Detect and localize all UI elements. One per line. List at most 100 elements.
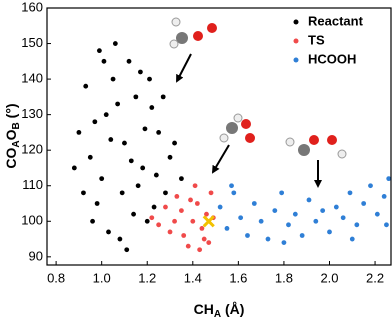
point xyxy=(81,190,86,196)
y-tick-label: 90 xyxy=(29,248,43,263)
point xyxy=(208,190,214,196)
point xyxy=(106,229,111,235)
point xyxy=(149,105,155,110)
x-tick-label: 2.0 xyxy=(320,270,338,285)
point xyxy=(172,140,177,146)
point xyxy=(368,183,373,189)
point xyxy=(229,183,234,189)
legend-marker xyxy=(293,57,299,63)
point xyxy=(149,215,155,221)
point xyxy=(174,193,180,199)
point xyxy=(204,211,209,217)
point xyxy=(124,247,130,253)
point xyxy=(374,211,380,217)
molecule-reactant xyxy=(169,17,217,49)
point xyxy=(163,204,168,210)
point xyxy=(340,215,346,221)
y-axis-label: COAOB (°) xyxy=(3,103,22,168)
point xyxy=(320,208,326,214)
point xyxy=(231,190,237,196)
point xyxy=(83,83,89,89)
x-tick-label: 1.2 xyxy=(138,270,156,285)
point xyxy=(245,233,250,238)
point xyxy=(313,218,319,224)
point xyxy=(110,76,116,82)
point xyxy=(167,154,173,160)
x-tick-label: 1.0 xyxy=(93,270,111,285)
point xyxy=(179,208,184,214)
point xyxy=(108,137,114,142)
point xyxy=(217,204,223,210)
plot-frame xyxy=(46,7,392,266)
y-tick-label: 130 xyxy=(21,106,43,121)
x-tick-label: 1.8 xyxy=(275,270,293,285)
y-tick-label: 120 xyxy=(21,142,43,157)
point xyxy=(272,208,278,214)
point xyxy=(115,101,121,107)
point xyxy=(138,69,143,75)
point xyxy=(384,222,389,228)
point xyxy=(172,218,177,224)
point xyxy=(354,222,360,228)
x-tick-label: 2.2 xyxy=(366,270,384,285)
point xyxy=(179,176,184,182)
legend-marker xyxy=(293,38,299,44)
point xyxy=(90,218,95,224)
point xyxy=(281,240,287,246)
point xyxy=(381,193,387,199)
annotations xyxy=(169,17,347,188)
point xyxy=(292,211,298,217)
point xyxy=(92,119,98,125)
point xyxy=(224,225,230,231)
point xyxy=(156,130,162,135)
y-tick-label: 110 xyxy=(22,177,43,192)
point xyxy=(181,233,187,238)
y-tick-label: 150 xyxy=(21,35,43,50)
point xyxy=(87,154,93,160)
point xyxy=(71,165,77,171)
point xyxy=(156,222,162,228)
point xyxy=(299,233,305,238)
highlight-marker xyxy=(202,215,215,228)
point xyxy=(76,130,82,135)
x-tick-label: 0.8 xyxy=(47,270,65,285)
point xyxy=(163,190,168,196)
point xyxy=(347,190,353,196)
point xyxy=(349,236,355,242)
point xyxy=(279,190,285,196)
point xyxy=(197,247,203,253)
point xyxy=(99,176,105,182)
point xyxy=(142,126,148,132)
point xyxy=(238,215,244,221)
point xyxy=(206,240,212,246)
point xyxy=(361,201,367,206)
y-tick-label: 140 xyxy=(21,71,43,86)
point xyxy=(117,236,123,242)
point xyxy=(140,165,146,171)
point xyxy=(306,197,312,203)
x-tick-label: 1.4 xyxy=(184,270,202,285)
point xyxy=(147,76,152,82)
point xyxy=(199,225,205,231)
point xyxy=(201,236,207,242)
point xyxy=(190,218,196,224)
point xyxy=(112,41,118,46)
y-tick-label: 160 xyxy=(21,0,43,14)
point xyxy=(286,222,291,228)
point xyxy=(185,243,191,249)
point xyxy=(251,201,257,206)
point xyxy=(122,140,127,146)
point xyxy=(96,48,102,54)
point xyxy=(94,201,100,206)
point xyxy=(258,218,264,224)
molecule-ts xyxy=(219,113,255,143)
point xyxy=(167,229,173,235)
point xyxy=(151,204,157,210)
point xyxy=(333,204,339,210)
point xyxy=(135,183,141,189)
point xyxy=(103,112,109,118)
point xyxy=(160,94,166,100)
legend-label: HCOOH xyxy=(308,51,356,66)
point xyxy=(327,229,332,235)
